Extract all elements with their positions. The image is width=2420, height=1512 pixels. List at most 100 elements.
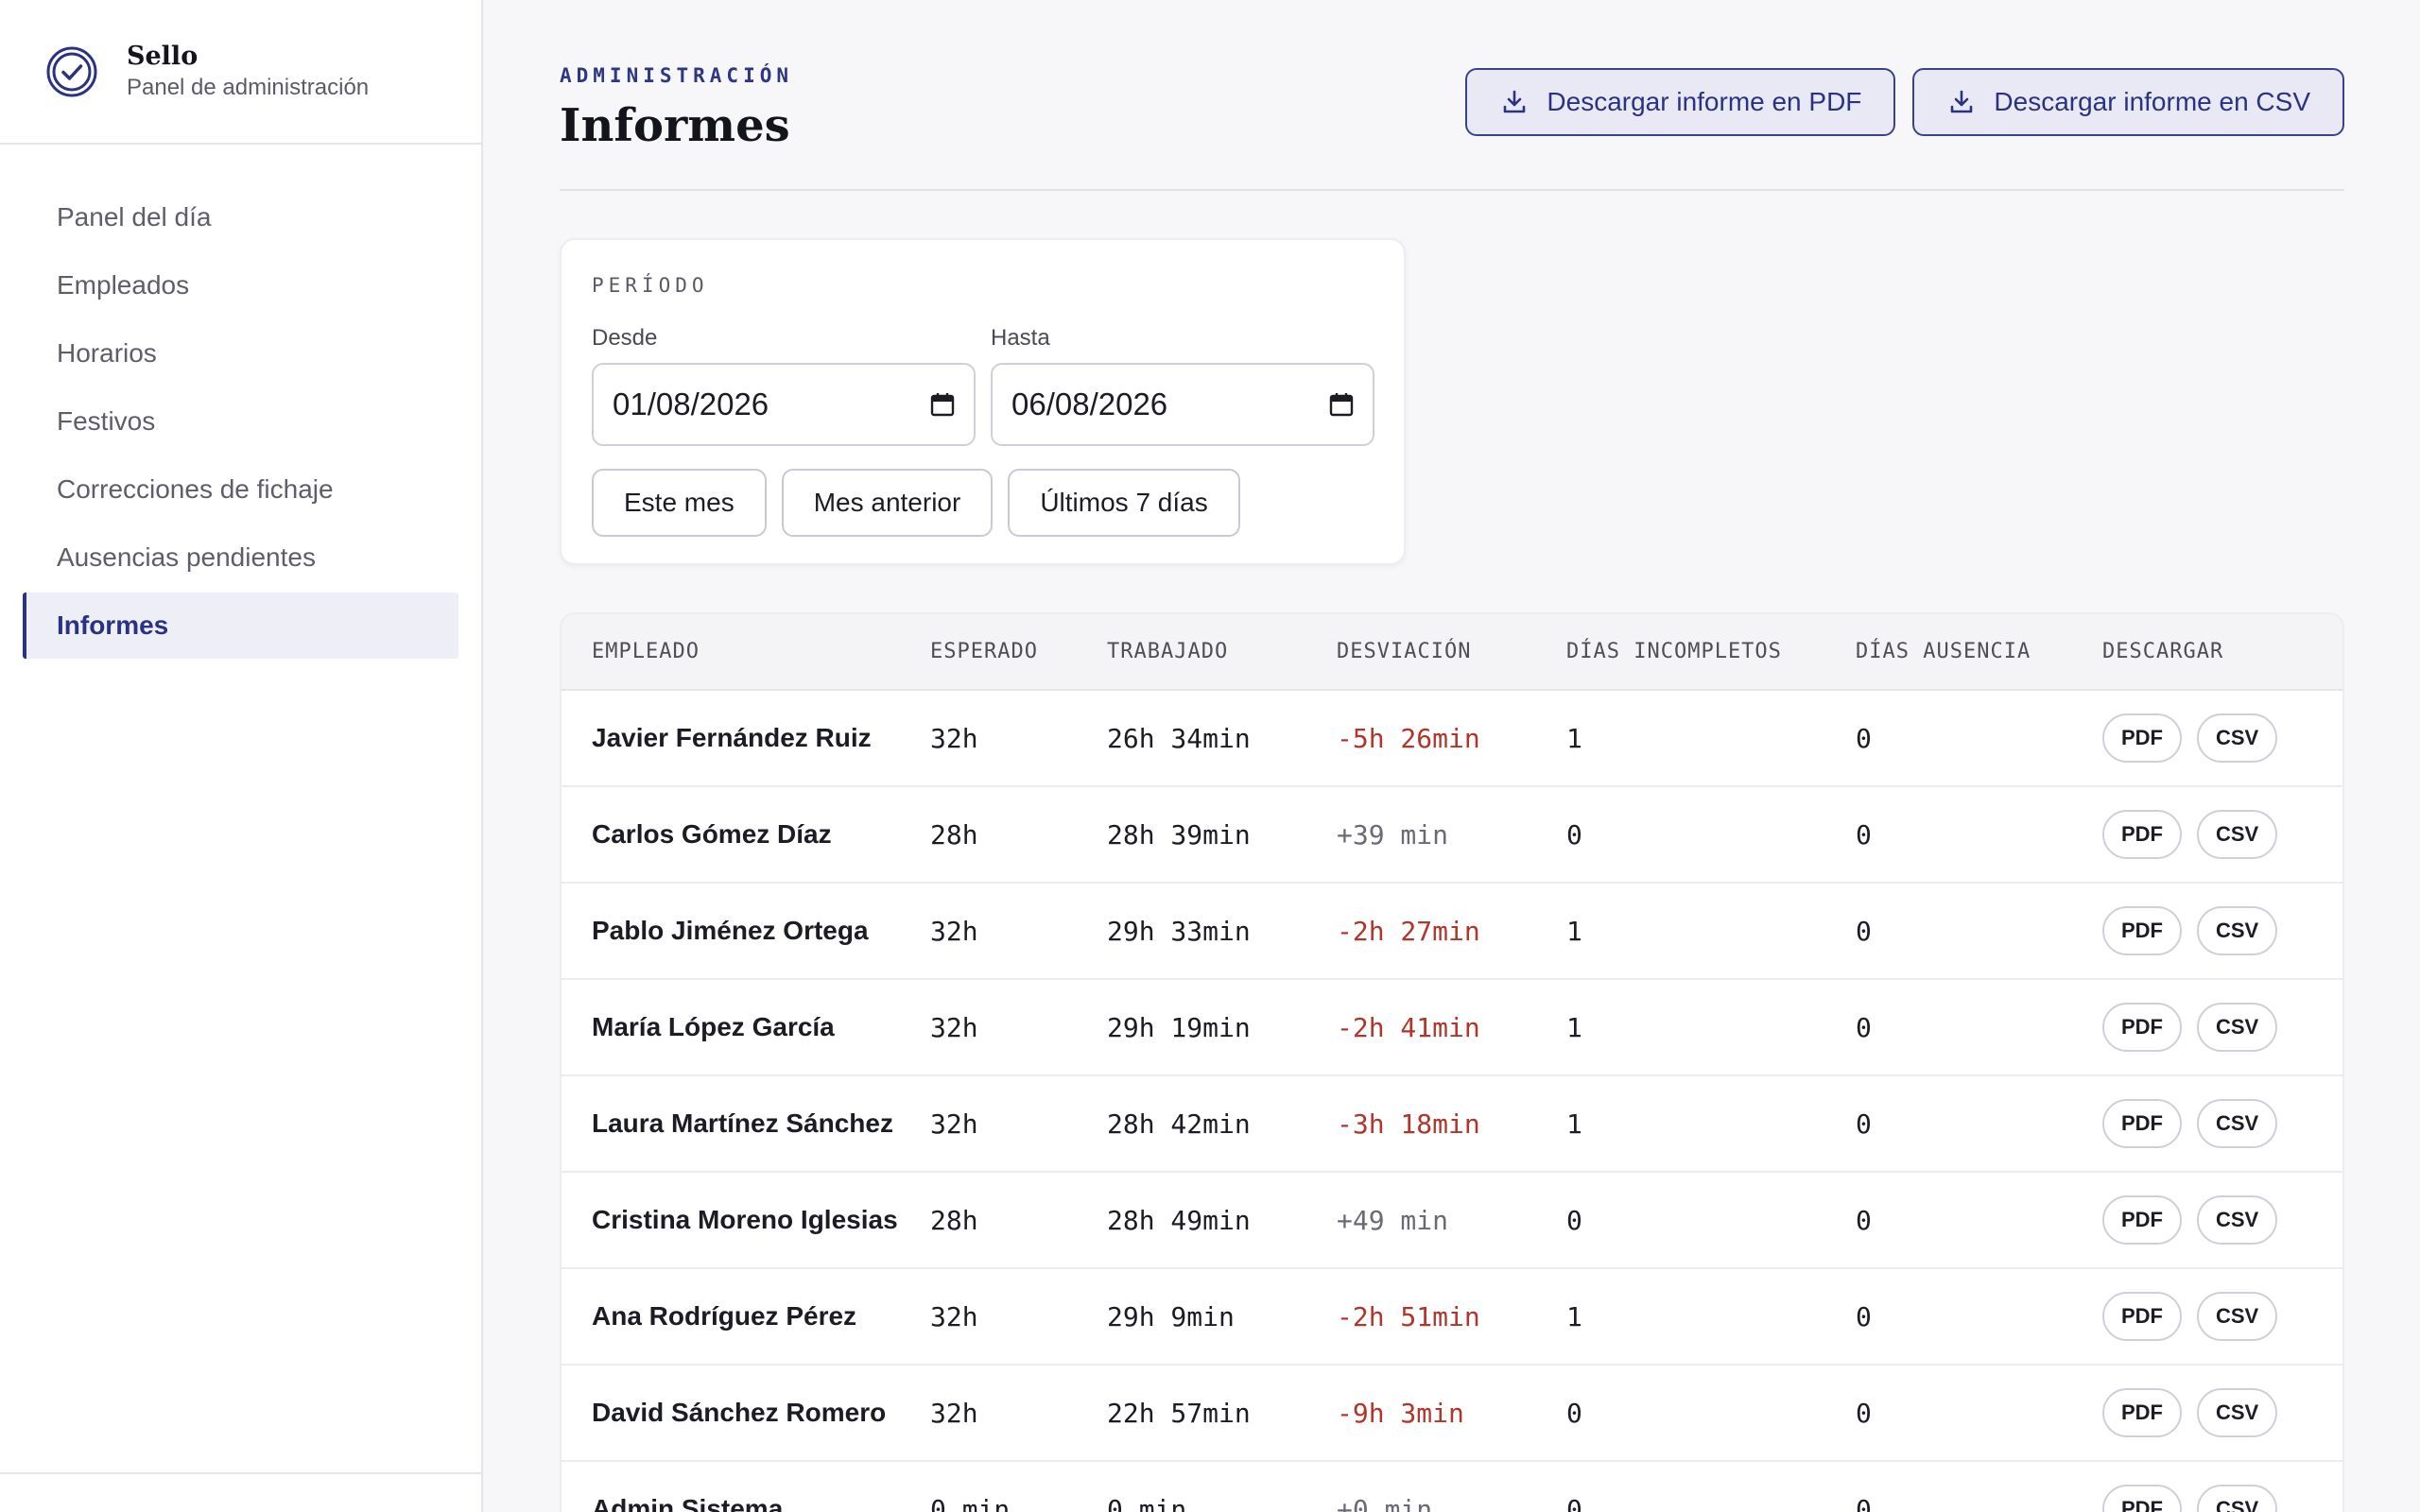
header-actions: Descargar informe en PDF Descargar infor… (1465, 68, 2344, 136)
employee-name: Ana Rodríguez Pérez (562, 1268, 930, 1366)
row-pdf-button[interactable]: PDF (2102, 1099, 2182, 1148)
table-body: Javier Fernández Ruiz 32h 26h 34min -5h 26m… (562, 690, 2342, 1512)
worked-hours: 28h 42min (1107, 1075, 1337, 1173)
download-csv-label: Descargar informe en CSV (1994, 87, 2310, 116)
deviation-value: -5h 26min (1337, 690, 1566, 787)
from-label: Desde (592, 325, 658, 351)
to-date-input[interactable]: 06/08/2026 (991, 363, 1374, 446)
table-row: Carlos Gómez Díaz 28h 28h 39min +39 min 0 0 PD… (562, 786, 2342, 884)
download-pdf-button[interactable]: Descargar informe en PDF (1465, 68, 1896, 136)
deviation-value: -2h 41min (1337, 979, 1566, 1076)
sidebar-nav: Panel del día Empleados Horarios Festivo… (0, 145, 481, 659)
employee-name: María López García (562, 979, 930, 1076)
incomplete-days: 0 (1566, 1365, 1856, 1462)
incomplete-days: 1 (1566, 1075, 1856, 1173)
employee-name: Admin Sistema (562, 1461, 930, 1512)
expected-hours: 32h (930, 690, 1107, 787)
worked-hours: 29h 19min (1107, 979, 1337, 1076)
absence-days: 0 (1856, 1461, 2102, 1512)
row-csv-button[interactable]: CSV (2197, 713, 2278, 763)
download-pdf-label: Descargar informe en PDF (1547, 87, 1862, 116)
this-month-button[interactable]: Este mes (592, 469, 767, 537)
expected-hours: 32h (930, 883, 1107, 980)
sidebar-item-ausencias[interactable]: Ausencias pendientes (57, 542, 316, 572)
calendar-icon[interactable] (928, 390, 957, 419)
row-pdf-button[interactable]: PDF (2102, 1388, 2182, 1437)
page-title: Informes (560, 99, 790, 152)
absence-days: 0 (1856, 979, 2102, 1076)
download-cell: PDF CSV (2102, 1075, 2342, 1173)
last-7-days-button[interactable]: Últimos 7 días (1008, 469, 1240, 537)
col-employee[interactable]: EMPLEADO (562, 614, 930, 691)
sidebar-item-correcciones[interactable]: Correcciones de fichaje (57, 474, 334, 504)
col-incomplete-days[interactable]: DÍAS INCOMPLETOS (1566, 614, 1856, 691)
row-pdf-button[interactable]: PDF (2102, 1485, 2182, 1512)
absence-days: 0 (1856, 1075, 2102, 1173)
expected-hours: 32h (930, 979, 1107, 1076)
deviation-value: +39 min (1337, 786, 1566, 884)
deviation-value: -2h 27min (1337, 883, 1566, 980)
worked-hours: 29h 9min (1107, 1268, 1337, 1366)
calendar-icon[interactable] (1327, 390, 1356, 419)
row-pdf-button[interactable]: PDF (2102, 1003, 2182, 1052)
incomplete-days: 1 (1566, 690, 1856, 787)
download-cell: PDF CSV (2102, 1268, 2342, 1366)
from-date-input[interactable]: 01/08/2026 (592, 363, 976, 446)
deviation-value: +0 min (1337, 1461, 1566, 1512)
sidebar-item-panel-del-dia[interactable]: Panel del día (57, 202, 212, 232)
brand-name: Sello (127, 41, 199, 71)
absence-days: 0 (1856, 1365, 2102, 1462)
sidebar-item-empleados[interactable]: Empleados (57, 270, 190, 300)
download-icon (1951, 90, 1973, 113)
expected-hours: 28h (930, 1172, 1107, 1269)
period-eyebrow: PERÍODO (592, 274, 709, 297)
incomplete-days: 1 (1566, 1268, 1856, 1366)
row-csv-button[interactable]: CSV (2197, 1292, 2278, 1341)
report-table: EMPLEADO ESPERADO TRABAJADO DESVIACIÓN D… (560, 612, 2344, 1512)
row-csv-button[interactable]: CSV (2197, 810, 2278, 859)
check-circle-icon (46, 46, 97, 96)
row-pdf-button[interactable]: PDF (2102, 1292, 2182, 1341)
sidebar-item-horarios[interactable]: Horarios (57, 338, 157, 368)
employee-name: David Sánchez Romero (562, 1365, 930, 1462)
download-cell: PDF CSV (2102, 979, 2342, 1076)
worked-hours: 28h 49min (1107, 1172, 1337, 1269)
main-content: ADMINISTRACIÓN Informes Descargar inform… (560, 0, 2344, 1512)
incomplete-days: 0 (1566, 1461, 1856, 1512)
row-pdf-button[interactable]: PDF (2102, 713, 2182, 763)
col-absence-days[interactable]: DÍAS AUSENCIA (1856, 614, 2102, 691)
row-pdf-button[interactable]: PDF (2102, 810, 2182, 859)
row-csv-button[interactable]: CSV (2197, 1485, 2278, 1512)
incomplete-days: 1 (1566, 979, 1856, 1076)
brand-subtitle: Panel de administración (127, 74, 370, 100)
col-expected[interactable]: ESPERADO (930, 614, 1107, 691)
brand: Sello Panel de administración (0, 0, 481, 145)
row-csv-button[interactable]: CSV (2197, 1195, 2278, 1245)
row-csv-button[interactable]: CSV (2197, 1099, 2278, 1148)
col-worked[interactable]: TRABAJADO (1107, 614, 1337, 691)
expected-hours: 32h (930, 1365, 1107, 1462)
row-csv-button[interactable]: CSV (2197, 906, 2278, 955)
download-csv-button[interactable]: Descargar informe en CSV (1912, 68, 2344, 136)
row-pdf-button[interactable]: PDF (2102, 906, 2182, 955)
employee-name: Carlos Gómez Díaz (562, 786, 930, 884)
table-row: María López García 32h 29h 19min -2h 41min 1… (562, 979, 2342, 1076)
row-csv-button[interactable]: CSV (2197, 1003, 2278, 1052)
col-deviation[interactable]: DESVIACIÓN (1337, 614, 1566, 691)
sidebar-footer (0, 1472, 481, 1512)
previous-month-button[interactable]: Mes anterior (781, 469, 994, 537)
expected-hours: 0 min (930, 1461, 1107, 1512)
download-cell: PDF CSV (2102, 786, 2342, 884)
row-csv-button[interactable]: CSV (2197, 1388, 2278, 1437)
row-pdf-button[interactable]: PDF (2102, 1195, 2182, 1245)
absence-days: 0 (1856, 1172, 2102, 1269)
col-download: DESCARGAR (2102, 614, 2342, 691)
sidebar-item-informes[interactable]: Informes (23, 593, 458, 659)
employee-name: Cristina Moreno Iglesias (562, 1172, 930, 1269)
download-cell: PDF CSV (2102, 1461, 2342, 1512)
table-row: Cristina Moreno Iglesias 28h 28h 49min +49 … (562, 1172, 2342, 1269)
sidebar-item-festivos[interactable]: Festivos (57, 406, 156, 436)
deviation-value: -2h 51min (1337, 1268, 1566, 1366)
worked-hours: 0 min (1107, 1461, 1337, 1512)
deviation-value: -9h 3min (1337, 1365, 1566, 1462)
